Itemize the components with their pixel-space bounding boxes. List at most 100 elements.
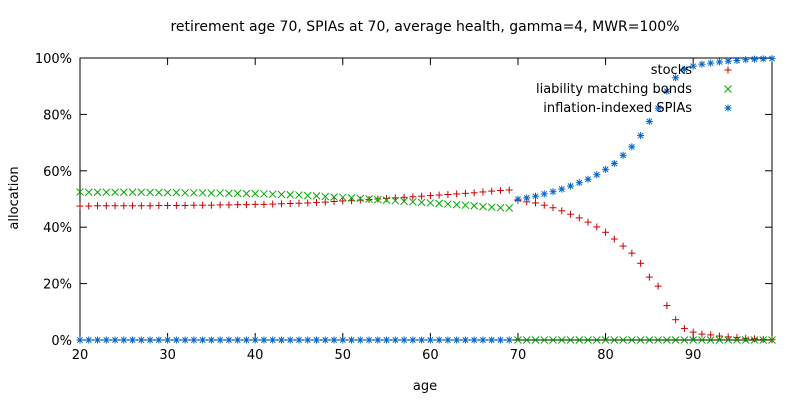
data-point (610, 159, 618, 167)
data-point (584, 336, 592, 344)
y-tick-label: 60% (43, 165, 72, 180)
data-point (111, 202, 119, 210)
data-point (129, 202, 137, 210)
data-point (470, 189, 478, 197)
data-point (268, 190, 277, 199)
data-point (85, 336, 93, 344)
data-point (137, 188, 146, 197)
data-point (85, 202, 93, 210)
data-point (382, 196, 391, 204)
data-point (461, 201, 470, 210)
data-point (645, 117, 653, 125)
data-point (128, 188, 137, 197)
data-point (111, 336, 119, 344)
data-point (94, 202, 102, 210)
data-point (207, 336, 215, 344)
legend-label: inflation-indexed SPIAs (543, 101, 692, 116)
legend-marker (724, 85, 732, 93)
data-point (277, 200, 285, 208)
data-point (242, 189, 251, 198)
data-point (120, 202, 128, 210)
data-point (531, 336, 540, 344)
data-point (373, 195, 382, 204)
data-point (645, 336, 654, 344)
data-point (689, 328, 697, 336)
data-point (111, 188, 119, 197)
data-point (277, 190, 286, 199)
data-point (181, 336, 189, 344)
data-point (505, 336, 513, 344)
data-point (321, 198, 329, 206)
data-point (383, 194, 391, 202)
data-point (365, 195, 373, 203)
data-point (540, 336, 549, 344)
data-point (654, 282, 662, 290)
data-point (637, 259, 645, 267)
data-point (417, 198, 426, 207)
data-point (374, 336, 382, 344)
data-point (207, 189, 216, 197)
data-point (706, 336, 715, 344)
data-point (146, 188, 154, 197)
data-point (470, 336, 478, 344)
y-tick-label: 100% (35, 52, 72, 67)
data-point (400, 336, 408, 344)
data-point (303, 191, 312, 200)
data-point (479, 188, 487, 196)
data-point (295, 336, 303, 344)
data-point (567, 182, 575, 190)
data-point (120, 336, 128, 344)
data-point (558, 185, 566, 193)
data-point (689, 62, 697, 70)
data-point (234, 201, 242, 209)
legend-marker (724, 66, 732, 74)
data-point (199, 336, 207, 344)
data-point (444, 336, 452, 344)
data-point (286, 336, 294, 344)
data-point (750, 336, 759, 344)
data-point (619, 242, 627, 250)
data-point (610, 235, 618, 243)
data-point (514, 336, 522, 344)
data-point (163, 188, 172, 197)
data-point (672, 74, 680, 82)
data-point (321, 192, 330, 201)
data-point (663, 87, 671, 95)
data-point (242, 336, 250, 344)
data-point (540, 201, 548, 209)
data-point (671, 336, 680, 344)
data-point (663, 302, 671, 310)
data-point (383, 336, 391, 344)
data-point (312, 192, 321, 200)
data-point (444, 200, 452, 208)
data-point (391, 336, 399, 344)
data-point (339, 197, 347, 205)
data-point (549, 188, 557, 196)
data-point (575, 179, 583, 187)
data-point (313, 198, 321, 206)
data-point (672, 316, 680, 324)
data-point (119, 188, 128, 197)
data-point (566, 336, 575, 344)
data-point (409, 193, 417, 201)
data-point (540, 190, 548, 198)
data-point (444, 190, 452, 198)
x-tick-label: 20 (72, 348, 89, 363)
data-point (768, 55, 776, 63)
data-point (225, 189, 233, 198)
x-tick-label: 90 (685, 348, 702, 363)
data-point (549, 336, 557, 344)
data-point (680, 65, 688, 73)
data-point (84, 188, 93, 197)
data-point (593, 171, 601, 179)
chart-title: retirement age 70, SPIAs at 70, average … (170, 19, 679, 35)
data-point (418, 336, 426, 344)
data-point (234, 336, 242, 344)
data-point (155, 201, 163, 209)
data-point (295, 191, 303, 199)
data-point (750, 335, 758, 343)
data-point (505, 204, 514, 212)
data-point (330, 336, 338, 344)
data-point (260, 200, 268, 208)
data-point (348, 336, 356, 344)
